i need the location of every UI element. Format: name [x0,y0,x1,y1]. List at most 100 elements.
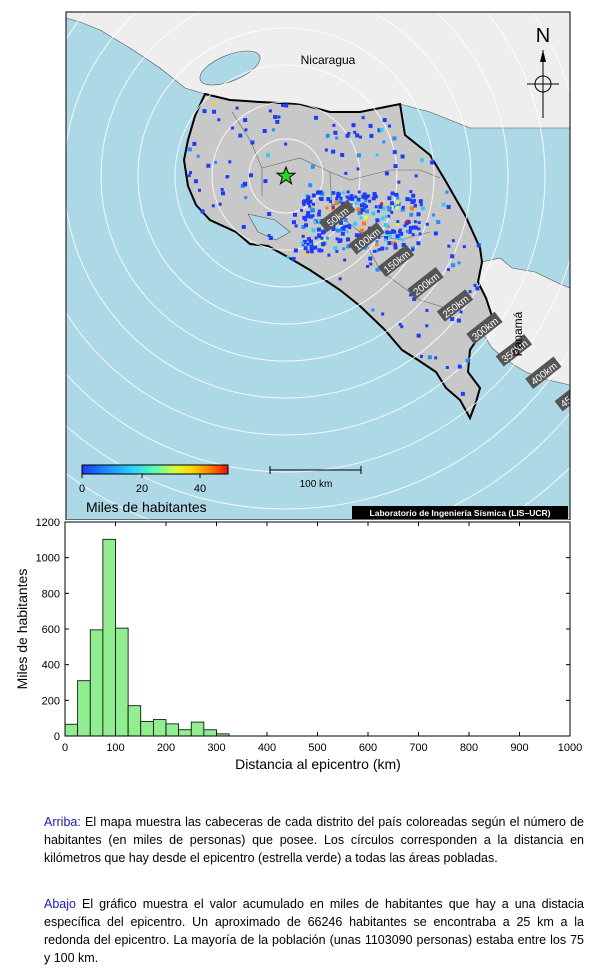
district-marker [200,209,205,214]
district-marker [462,245,466,249]
label-nicaragua: Nicaragua [301,53,356,67]
district-marker [387,206,392,211]
district-marker [320,236,324,240]
district-marker [301,224,306,229]
district-marker [331,204,335,208]
y-axis-label: Miles de habitantes [14,569,30,690]
district-marker [407,229,412,234]
district-marker [334,201,339,206]
district-marker [308,214,313,219]
legend-tick: 0 [79,483,85,495]
district-marker [363,246,367,250]
district-marker [405,229,409,233]
district-marker [392,136,397,141]
district-marker [332,123,336,127]
caption-bottom-lead: Abajo [44,897,76,911]
lake-nicaragua [199,50,261,86]
y-tick-label: 800 [42,588,60,600]
district-marker [344,171,348,175]
district-marker [409,206,414,211]
district-marker [250,140,255,145]
district-marker [476,243,481,248]
district-marker [397,230,401,234]
district-marker [317,221,321,225]
district-marker [225,175,229,179]
label-panama: Panamá [511,311,525,356]
district-marker [338,238,343,243]
district-marker [398,228,402,232]
district-marker [292,212,297,217]
district-marker [242,182,247,187]
district-marker [417,221,421,225]
district-marker [304,252,308,256]
histogram-bar [89,629,104,737]
district-marker [380,216,385,221]
district-marker [336,192,341,197]
histogram-bar [152,719,167,737]
district-marker [451,263,456,268]
district-marker [346,190,350,194]
district-marker [419,158,424,163]
district-marker [382,140,386,144]
district-marker [396,196,400,200]
north-arrow-icon: N [527,25,559,118]
district-marker [306,202,310,206]
district-marker [375,249,379,253]
district-marker [317,190,322,195]
x-tick-label: 100 [106,742,124,754]
district-marker [433,231,438,236]
district-marker [414,174,418,178]
district-marker [243,118,248,123]
district-marker [338,199,343,204]
district-marker [390,210,394,214]
district-marker [241,224,246,229]
district-marker [411,193,416,198]
histogram-bar [102,538,116,737]
histogram-frame [64,521,571,737]
district-marker [450,317,455,322]
x-tick-label: 900 [510,742,528,754]
district-marker [339,220,344,225]
district-marker [350,196,355,201]
histogram-bar [165,723,180,737]
district-marker [355,133,360,138]
district-marker [368,199,372,203]
district-marker [465,358,470,363]
district-marker [436,220,441,225]
district-marker [359,203,364,208]
district-marker [302,203,306,207]
x-tick-label: 800 [460,742,478,754]
district-marker [230,126,234,130]
district-marker [371,196,376,201]
map-frame [65,11,571,520]
x-tick-label: 600 [359,742,377,754]
district-marker [305,213,310,218]
district-marker [349,194,354,199]
district-marker [313,245,318,250]
district-marker [408,225,413,230]
district-marker [268,109,272,113]
district-marker [411,233,415,237]
district-marker [317,213,321,217]
district-marker [306,250,310,254]
district-marker [365,209,370,214]
district-marker [331,149,336,154]
district-marker [331,227,336,232]
district-marker [475,286,480,291]
district-marker [446,204,451,209]
district-marker [362,203,367,208]
district-marker [412,297,417,302]
district-marker [340,152,345,157]
district-marker [354,195,358,199]
distance-rings [66,12,570,520]
district-marker [342,247,346,251]
district-marker [187,174,191,178]
district-marker [366,194,370,198]
district-marker [345,230,349,234]
district-marker [363,195,368,200]
district-marker [329,199,333,203]
histogram-bar [115,627,129,737]
district-marker [335,228,340,233]
district-marker [244,128,248,132]
caption-top-lead: Arriba: [44,815,81,829]
